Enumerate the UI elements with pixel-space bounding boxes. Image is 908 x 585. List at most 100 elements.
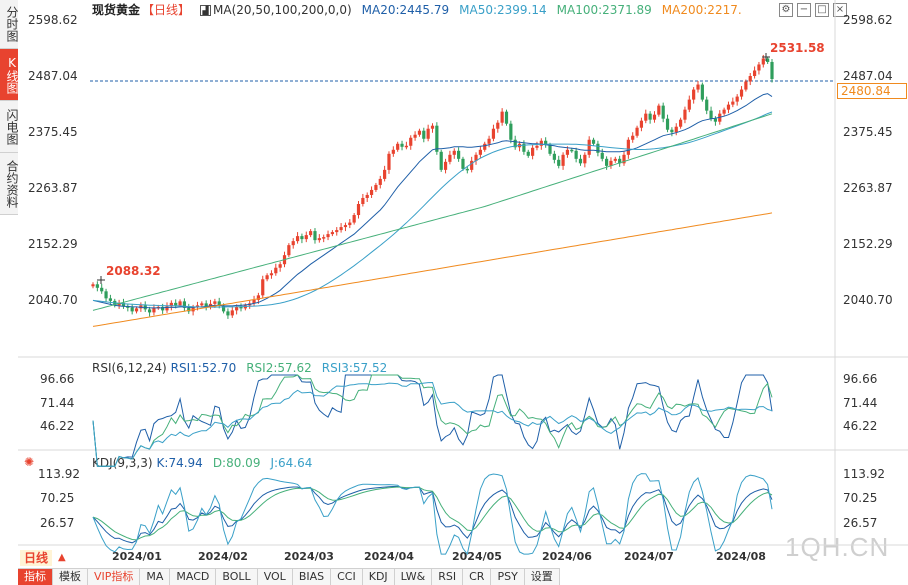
candle xyxy=(531,144,535,160)
candle xyxy=(583,152,587,168)
candle xyxy=(143,301,147,312)
candle xyxy=(757,61,761,75)
candle xyxy=(396,141,400,152)
candle xyxy=(705,96,709,115)
tab-vip-indicator[interactable]: VIP指标 xyxy=(88,569,141,585)
tab-flash[interactable]: 闪电图 xyxy=(0,101,19,153)
candle xyxy=(130,303,134,315)
tab-cr[interactable]: CR xyxy=(463,569,492,585)
candle xyxy=(182,298,187,312)
ma50-line xyxy=(92,111,773,308)
candle xyxy=(552,150,556,164)
candle xyxy=(174,299,178,309)
candle xyxy=(374,182,378,192)
price-tick: 2263.87 xyxy=(28,181,78,195)
price-tick-right: 2375.45 xyxy=(843,125,893,139)
candle xyxy=(356,200,361,219)
tab-contract-info[interactable]: 合约资料 xyxy=(0,153,19,215)
candle xyxy=(409,135,413,150)
price-tick-right: 2040.70 xyxy=(843,293,893,307)
tab-timeshare[interactable]: 分时图 xyxy=(0,0,19,49)
candle xyxy=(674,123,678,136)
ma200-value: MA200:2217. xyxy=(661,3,742,17)
candle xyxy=(430,123,435,133)
candle xyxy=(652,111,657,123)
candle xyxy=(535,141,539,151)
tab-kline[interactable]: K线图 xyxy=(0,49,19,101)
candle xyxy=(626,137,630,159)
candle xyxy=(648,111,652,124)
candle xyxy=(147,306,152,317)
tab-settings[interactable]: 设置 xyxy=(524,569,560,585)
ma-settings[interactable]: ▟ MA(20,50,100,200,0,0) xyxy=(200,2,352,18)
kdj-tick: 26.57 xyxy=(40,516,75,530)
candle xyxy=(770,58,774,83)
price-tick: 2375.45 xyxy=(28,125,78,139)
candle xyxy=(426,124,430,142)
date-tick: 2024/08 xyxy=(716,550,766,563)
rsi1-value: RSI1:52.70 xyxy=(170,361,237,375)
candle xyxy=(661,102,665,123)
minimize-icon[interactable]: − xyxy=(797,3,811,17)
ma20-value: MA20:2445.79 xyxy=(361,3,450,17)
price-tick: 2152.29 xyxy=(28,237,78,251)
kdj-tick: 70.25 xyxy=(40,491,75,505)
candle xyxy=(744,79,748,92)
date-tick: 2024/04 xyxy=(364,550,414,563)
rsi2-line xyxy=(92,374,773,467)
price-tick-right: 2598.62 xyxy=(843,13,893,27)
tab-rsi[interactable]: RSI xyxy=(432,569,464,585)
period-selector[interactable]: 日线 ▲ xyxy=(20,550,66,566)
candle xyxy=(496,120,500,133)
candle xyxy=(126,303,130,312)
candle xyxy=(622,150,626,166)
tab-cci[interactable]: CCI xyxy=(331,569,363,585)
candle xyxy=(726,101,731,114)
candle xyxy=(609,157,613,169)
candle xyxy=(596,140,600,157)
candle xyxy=(317,234,321,243)
candle xyxy=(352,213,356,225)
candle xyxy=(291,238,295,249)
rsi-tick-right: 46.22 xyxy=(843,419,878,433)
close-icon[interactable]: × xyxy=(833,3,847,17)
tab-psy[interactable]: PSY xyxy=(491,569,525,585)
maximize-icon[interactable]: □ xyxy=(815,3,829,17)
candle xyxy=(731,97,735,108)
candle xyxy=(348,219,352,229)
date-tick: 2024/01 xyxy=(112,550,162,563)
date-tick: 2024/03 xyxy=(284,550,334,563)
candle xyxy=(404,141,408,150)
candle xyxy=(361,193,365,207)
tab-vol[interactable]: VOL xyxy=(257,569,293,585)
candle xyxy=(335,227,339,236)
candle xyxy=(752,66,757,79)
kdj-settings-icon[interactable]: ✺ xyxy=(23,455,35,469)
candle xyxy=(670,127,674,137)
candle xyxy=(631,132,635,143)
tab-indicator[interactable]: 指标 xyxy=(18,569,53,585)
ma100-line xyxy=(92,113,773,311)
tab-bias[interactable]: BIAS xyxy=(292,569,332,585)
tab-ma[interactable]: MA xyxy=(140,569,171,585)
candle xyxy=(339,223,343,233)
settings-icon[interactable]: ⚙ xyxy=(779,3,793,17)
tab-lw[interactable]: LW& xyxy=(394,569,433,585)
rsi-params[interactable]: RSI(6,12,24) xyxy=(92,361,167,375)
candle xyxy=(378,175,382,189)
view-tabs: 分时图 K线图 闪电图 合约资料 xyxy=(0,0,19,215)
tab-boll[interactable]: BOLL xyxy=(216,569,258,585)
candle xyxy=(343,222,348,232)
candle xyxy=(365,192,369,202)
period-selector-label: 日线 xyxy=(20,550,53,566)
candle xyxy=(235,304,239,315)
tab-macd[interactable]: MACD xyxy=(170,569,217,585)
candle xyxy=(739,86,744,100)
kdj-tick: 113.92 xyxy=(38,467,80,481)
candle xyxy=(413,131,417,141)
price-tick-right: 2487.04 xyxy=(843,69,893,83)
candle xyxy=(470,156,474,173)
tab-kdj[interactable]: KDJ xyxy=(362,569,395,585)
tab-template[interactable]: 模板 xyxy=(53,569,88,585)
